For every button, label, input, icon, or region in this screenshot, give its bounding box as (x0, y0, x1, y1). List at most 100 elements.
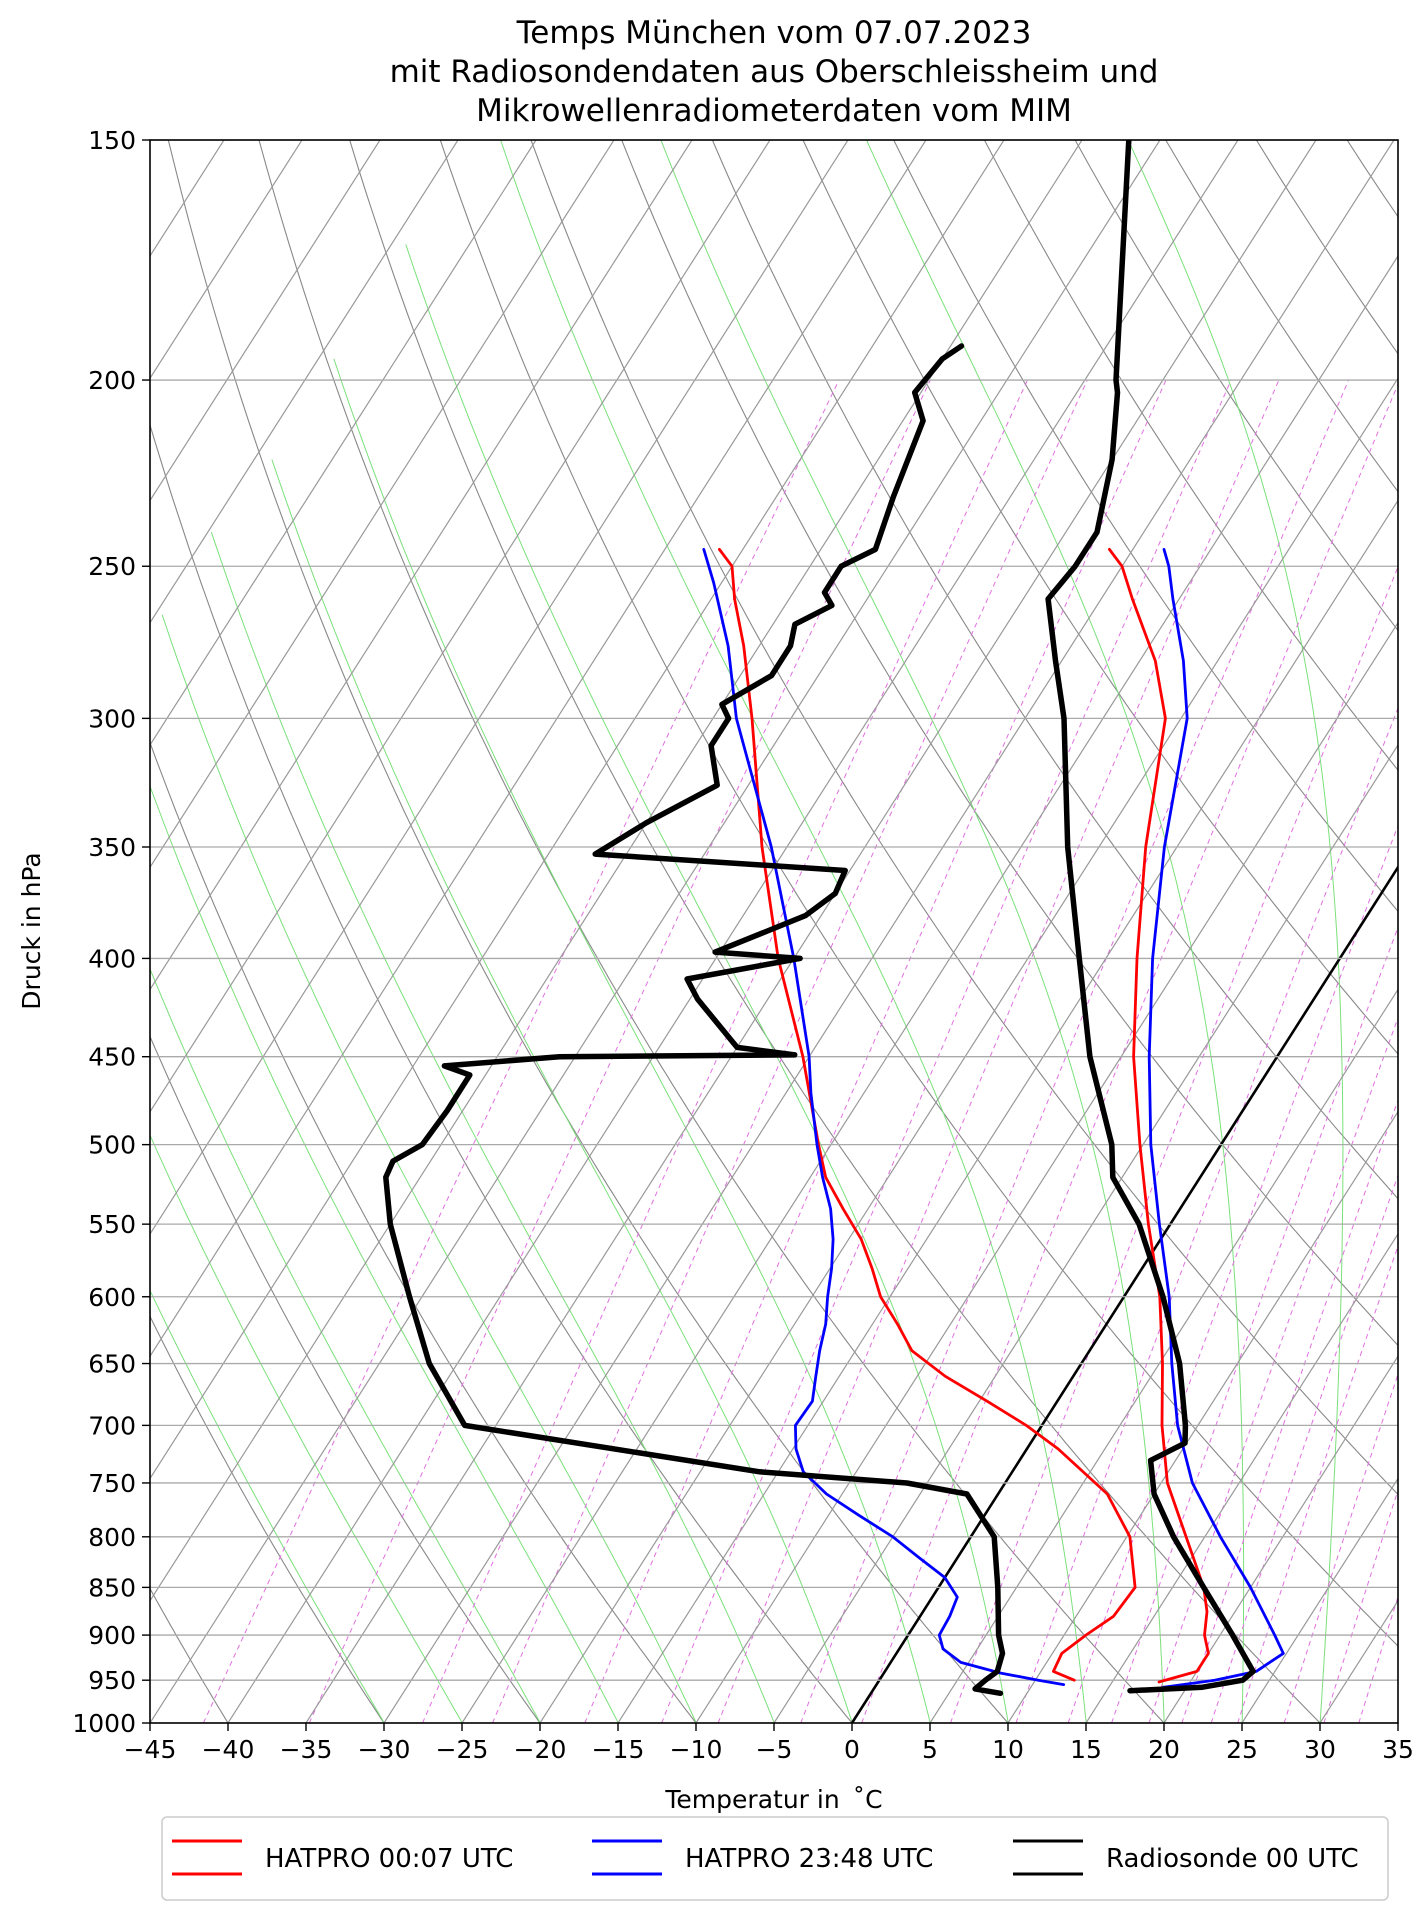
isotherm (150, 140, 381, 502)
y-axis-ticks: 1000 950 900 850 800 750 700 650 600 550 500 450 400… (72, 126, 150, 1738)
mixing-ratio-line (1283, 1372, 1398, 1723)
x-tick-label: 35 (1382, 1735, 1414, 1764)
zero-isotherm (850, 864, 1398, 1723)
x-tick-label: 30 (1304, 1735, 1336, 1764)
x-tick-label: −35 (280, 1735, 333, 1764)
dry-adiabat (1255, 140, 1398, 355)
isotherm (929, 988, 1398, 1723)
mixing-ratio-line (584, 379, 1167, 1723)
isotherm (227, 140, 1239, 1723)
isotherm (150, 140, 459, 624)
background-lines (0, 82, 1427, 1763)
mixing-ratio-line (950, 565, 1398, 1723)
y-tick-label: 1000 (72, 1709, 136, 1738)
mixing-ratio-line (1323, 1488, 1398, 1723)
x-tick-label: 25 (1226, 1735, 1258, 1764)
isotherm (0, 82, 105, 1763)
series-line-0 (1108, 548, 1210, 1684)
isotherm (773, 743, 1398, 1723)
y-tick-label: 300 (88, 704, 136, 733)
y-tick-label: 450 (88, 1043, 136, 1072)
isotherm (851, 866, 1398, 1723)
dry-adiabat (1074, 140, 1398, 632)
isotherm (150, 140, 693, 991)
x-tick-label: −40 (202, 1735, 255, 1764)
isotherm (1007, 1110, 1398, 1723)
y-tick-label: 350 (88, 833, 136, 862)
dry-adiabat (530, 140, 1398, 1496)
x-tick-label: 20 (1148, 1735, 1180, 1764)
mixing-ratio-line (1111, 925, 1398, 1723)
y-tick-label: 400 (88, 944, 136, 973)
series-line-1 (718, 548, 1137, 1682)
chart-title-line-3: Mikrowellenradiometerdaten vom MIM (476, 93, 1072, 129)
mixing-ratio-line (1358, 1595, 1398, 1723)
y-tick-label: 550 (88, 1210, 136, 1239)
moist-adiabat (210, 532, 775, 1723)
x-tick-label: 5 (922, 1735, 938, 1764)
isotherm (150, 140, 1083, 1602)
isotherm (150, 140, 537, 747)
series-line-2 (1147, 548, 1285, 1689)
x-tick-label: −45 (124, 1735, 177, 1764)
y-tick-label: 650 (88, 1350, 136, 1379)
dry-adiabat (167, 140, 1009, 1723)
x-tick-label: −15 (592, 1735, 645, 1764)
isotherm (150, 140, 1005, 1480)
isotherm (461, 254, 1398, 1723)
moist-adiabat (500, 140, 1087, 1723)
dry-adiabat (150, 741, 697, 1723)
mixing-ratio-line (422, 379, 1028, 1723)
mixing-ratio-line (1181, 1098, 1398, 1723)
moist-adiabat (405, 244, 1009, 1723)
dry-adiabat (893, 140, 1398, 913)
y-tick-label: 700 (88, 1411, 136, 1440)
moist-adiabat (150, 1134, 463, 1723)
isotherm (1163, 1355, 1398, 1723)
y-tick-label: 750 (88, 1469, 136, 1498)
series-line-4 (1045, 140, 1256, 1694)
x-tick-label: −20 (514, 1735, 567, 1764)
isotherm (305, 140, 1317, 1723)
dry-adiabat (150, 423, 853, 1723)
isotherm (383, 140, 1395, 1723)
moist-adiabat (150, 1289, 385, 1723)
chart-title-line-1: Temps München vom 07.07.2023 (516, 15, 1032, 51)
y-tick-label: 250 (88, 552, 136, 581)
x-axis-ticks: −45 −40 −35 −30 −25 −20 −15 −10 −5 0 5 10 15 20 25 30 35 (124, 1723, 1414, 1764)
dry-adiabat (802, 140, 1398, 1055)
dry-adiabat (150, 1035, 541, 1723)
chart-title: Temps München vom 07.07.2023 mit Radioso… (390, 15, 1159, 129)
series-line-5 (383, 343, 1006, 1697)
y-tick-label: 500 (88, 1131, 136, 1160)
isotherm (150, 140, 303, 380)
legend-box (161, 1816, 1389, 1901)
mixing-ratio-line (1015, 706, 1398, 1723)
dry-adiabat (711, 140, 1398, 1200)
moist-adiabat (150, 784, 619, 1723)
isotherm (150, 140, 927, 1358)
dry-adiabat (1346, 140, 1398, 218)
isotherm (150, 140, 615, 869)
legend-label: Radiosonde 00 UTC (1106, 1844, 1359, 1874)
mixing-ratio-line (308, 379, 931, 1723)
x-tick-label: 0 (844, 1735, 860, 1764)
x-axis-label: Temperatur in ˚C (664, 1785, 882, 1814)
mixing-ratio-line (800, 379, 1350, 1723)
moist-adiabat (150, 967, 541, 1723)
isotherm (1241, 1477, 1398, 1723)
data-series (383, 140, 1285, 1697)
y-axis-label: Druck in hPa (17, 852, 46, 1009)
chart-title-line-2: mit Radiosondendaten aus Oberschleisshei… (390, 54, 1159, 90)
x-tick-label: −25 (436, 1735, 489, 1764)
pressure-gridlines (150, 140, 1398, 1723)
y-tick-label: 600 (88, 1283, 136, 1312)
dry-adiabat (1400, 82, 1427, 1763)
y-tick-label: 850 (88, 1573, 136, 1602)
y-tick-label: 150 (88, 126, 136, 155)
isotherm (617, 499, 1398, 1723)
series-line-3 (702, 548, 1066, 1686)
x-tick-label: 15 (1070, 1735, 1102, 1764)
isotherm (1397, 1721, 1398, 1723)
